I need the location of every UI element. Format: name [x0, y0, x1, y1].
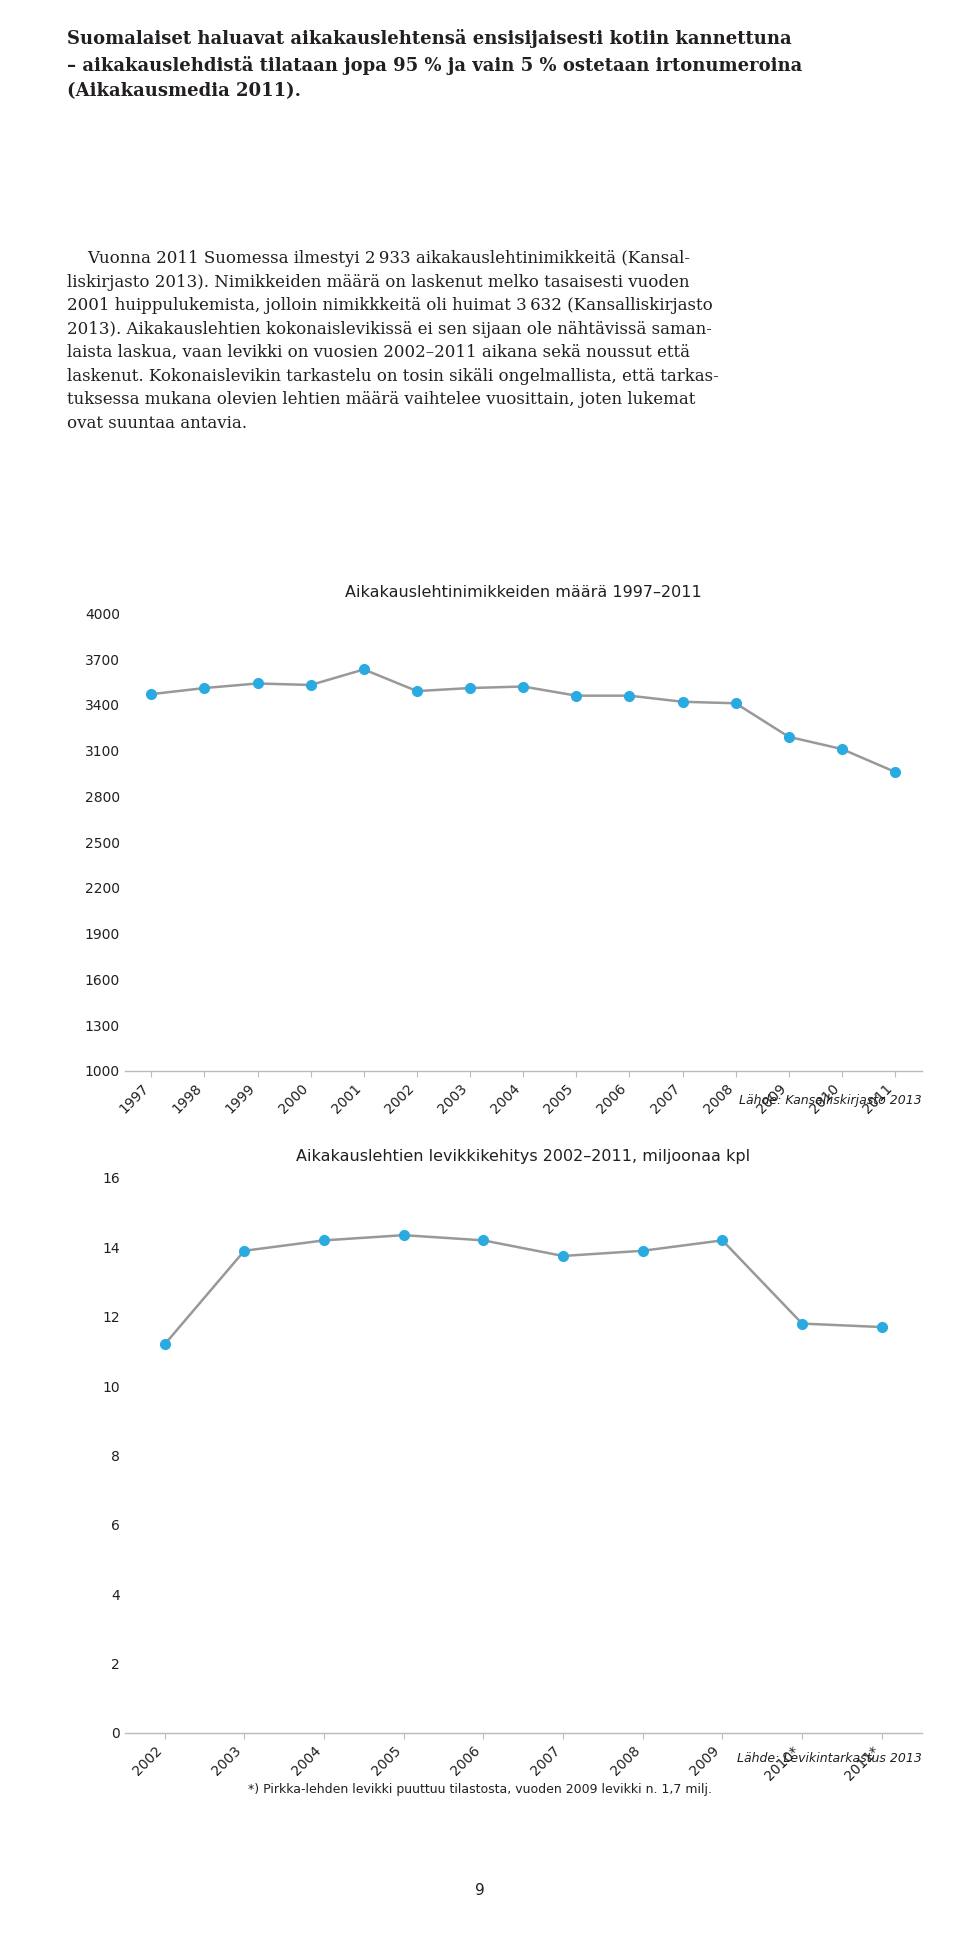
Text: Lähde: Kansalliskirjasto 2013: Lähde: Kansalliskirjasto 2013 [739, 1094, 922, 1108]
Text: *) Pirkka-lehden levikki puuttuu tilastosta, vuoden 2009 levikki n. 1,7 milj.: *) Pirkka-lehden levikki puuttuu tilasto… [248, 1783, 712, 1797]
Title: Aikakauslehtien levikkikehitys 2002–2011, miljoonaa kpl: Aikakauslehtien levikkikehitys 2002–2011… [296, 1149, 751, 1164]
Title: Aikakauslehtinimikkeiden määrä 1997–2011: Aikakauslehtinimikkeiden määrä 1997–2011 [345, 584, 702, 600]
Text: Vuonna 2011 Suomessa ilmestyi 2 933 aikakauslehtinimikkeitä (Kansal-
liskirjasto: Vuonna 2011 Suomessa ilmestyi 2 933 aika… [67, 249, 719, 432]
Text: Suomalaiset haluavat aikakauslehtensä ensisijaisesti kotiin kannettuna
– aikakau: Suomalaiset haluavat aikakauslehtensä en… [67, 29, 803, 99]
Text: 9: 9 [475, 1883, 485, 1898]
Text: Lähde: Levikintarkastus 2013: Lähde: Levikintarkastus 2013 [736, 1752, 922, 1766]
